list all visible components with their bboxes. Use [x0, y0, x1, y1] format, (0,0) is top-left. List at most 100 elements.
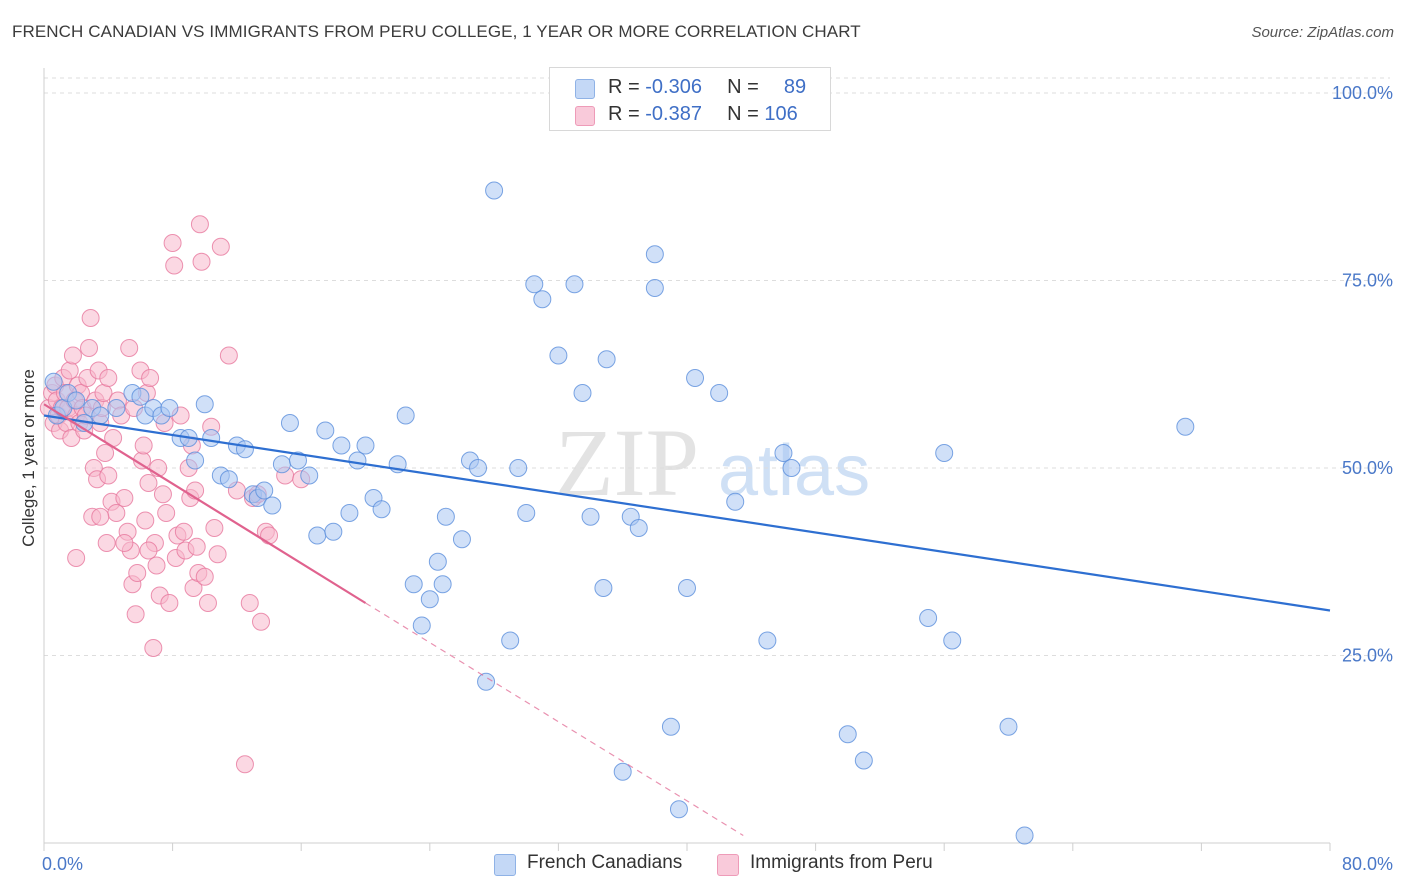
french-canadian-point	[613, 762, 632, 781]
peru-point	[63, 346, 82, 365]
french-canadian-point	[263, 496, 282, 515]
french-canadian-point	[710, 384, 729, 402]
peru-point	[208, 545, 227, 564]
french-canadian-point	[854, 751, 873, 770]
legend-swatch-pink	[717, 854, 739, 876]
peru-point	[126, 605, 145, 624]
french-canadian-point	[935, 444, 954, 462]
french-canadian-point	[219, 470, 238, 489]
peru-point	[97, 534, 116, 552]
french-canadian-point	[235, 440, 254, 459]
french-canadian-point	[396, 406, 415, 425]
french-canadian-point	[404, 575, 423, 594]
french-canadian-point	[131, 387, 150, 406]
grid	[44, 77, 1390, 656]
peru-point	[67, 549, 86, 567]
peru-point	[163, 234, 182, 252]
peru-point	[153, 485, 172, 504]
french-canadian-point	[372, 500, 391, 519]
legend-label: Immigrants from Peru	[750, 852, 933, 873]
french-canadian-point	[107, 399, 126, 417]
french-canadian-point	[477, 672, 496, 691]
french-canadian-point	[597, 350, 616, 369]
french-canadian-point	[758, 631, 777, 650]
legend-swatch-blue	[575, 79, 595, 99]
french-canadian-point	[686, 369, 705, 387]
peru-point	[60, 361, 79, 380]
french-canadian-point	[186, 451, 205, 470]
y-tick-label: 75.0%	[1342, 271, 1393, 291]
trend-line-peru	[43, 403, 367, 604]
x-tick-label: 0.0%	[42, 854, 83, 874]
peru-point	[81, 309, 100, 327]
peru-point	[141, 369, 160, 387]
n-label: N =	[727, 103, 759, 125]
french-canadian-point	[669, 800, 688, 819]
peru-point	[157, 504, 176, 522]
peru-point	[240, 594, 259, 612]
french-canadian-point	[288, 451, 307, 470]
peru-point	[80, 339, 99, 357]
trend-line-peru-extrapolated	[365, 602, 744, 837]
trend-line-french-canadians	[43, 414, 1331, 612]
trend-lines	[43, 403, 1331, 837]
axes	[43, 68, 1331, 851]
source-label: Source: ZipAtlas.com	[1251, 24, 1394, 41]
french-canadian-point	[433, 575, 452, 594]
peru-point	[160, 594, 179, 612]
peru-point	[198, 594, 217, 612]
french-canadian-point	[202, 429, 221, 447]
french-canadian-point	[594, 579, 613, 597]
french-canadian-point	[44, 372, 63, 391]
y-tick-label: 50.0%	[1342, 458, 1393, 478]
french-canadian-point	[501, 631, 520, 650]
french-canadian-point	[1015, 826, 1034, 845]
french-canadian-point	[469, 459, 488, 477]
peru-point	[211, 237, 230, 256]
legend-label: French Canadians	[527, 852, 683, 873]
n-value: 89	[783, 76, 807, 98]
n-value: 106	[764, 103, 798, 125]
french-canadian-point	[255, 481, 274, 500]
peru-point	[120, 339, 139, 357]
peru-point	[219, 346, 238, 365]
peru-point	[235, 755, 254, 774]
french-canadian-point	[160, 399, 179, 417]
french-canadian-point	[726, 492, 745, 511]
peru-point	[174, 522, 193, 541]
peru-point	[195, 567, 214, 586]
peru-point	[260, 526, 279, 545]
french-canadian-point	[485, 181, 504, 200]
y-tick-label: 25.0%	[1342, 646, 1393, 666]
french-canadian-point	[533, 290, 552, 309]
french-canadian-point	[645, 279, 664, 297]
french-canadian-point	[629, 519, 648, 537]
french-canadian-point	[428, 552, 447, 571]
french-canadian-point	[573, 384, 592, 402]
peru-point	[115, 534, 134, 552]
chart-title: FRENCH CANADIAN VS IMMIGRANTS FROM PERU …	[12, 22, 861, 41]
french-canadian-point	[838, 725, 857, 744]
legend-swatch-blue	[494, 854, 516, 876]
peru-point	[96, 444, 115, 462]
y-tick-label: 100.0%	[1332, 83, 1393, 103]
stats-legend: R = -0.306 N = 89 R = -0.387 N = 106	[549, 67, 831, 131]
french-canadian-point	[316, 421, 335, 440]
r-label: R =	[608, 76, 640, 98]
peru-point	[128, 564, 147, 582]
french-canadian-point	[300, 466, 319, 485]
peru-point	[91, 507, 110, 526]
french-canadian-point	[91, 406, 110, 425]
french-canadian-point	[549, 346, 568, 365]
french-canadian-point	[356, 436, 375, 455]
peru-point	[139, 541, 158, 560]
peru-point	[165, 256, 184, 275]
french-canadian-point	[999, 717, 1018, 736]
french-canadian-point	[195, 395, 214, 414]
stats-legend-row-peru: R = -0.387 N = 106	[550, 102, 830, 128]
french-canadian-point	[782, 459, 801, 477]
peru-point	[252, 612, 271, 631]
french-canadian-point	[1176, 417, 1195, 436]
french-canadian-point	[332, 436, 351, 455]
